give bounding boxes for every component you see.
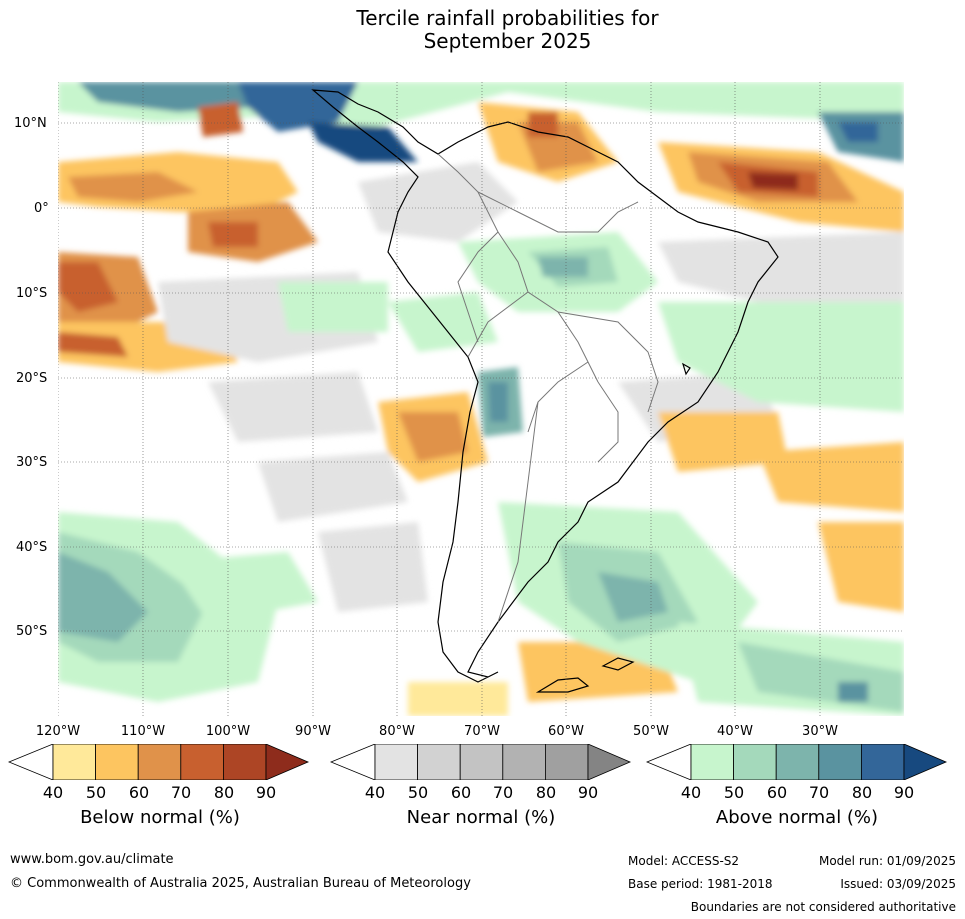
rainfall-probability-map bbox=[58, 82, 904, 716]
issued-date: Issued: 03/09/2025 bbox=[840, 877, 956, 891]
colorbar-below-normal bbox=[8, 744, 310, 780]
colorbar-bin bbox=[860, 744, 905, 780]
colorbar-min-arrow bbox=[330, 744, 376, 780]
lon-label-30w: 30°W bbox=[802, 724, 838, 739]
cbar0-tick-60: 60 bbox=[128, 783, 150, 802]
map-title-line2: September 2025 bbox=[423, 29, 592, 53]
lat-label-20s: 20°S bbox=[16, 371, 48, 386]
cbar2-tick-50: 50 bbox=[723, 783, 745, 802]
colorbar-bin bbox=[502, 744, 546, 780]
colorbar-max-arrow bbox=[587, 744, 632, 780]
colorbar-bin bbox=[180, 744, 224, 780]
cbar0-tick-90: 90 bbox=[255, 783, 277, 802]
cbar1-tick-60: 60 bbox=[450, 783, 472, 802]
colorbar-bin bbox=[95, 744, 139, 780]
lat-label-30s: 30°S bbox=[16, 455, 48, 470]
lon-label-70w: 70°W bbox=[464, 724, 500, 739]
cbar1-tick-70: 70 bbox=[492, 783, 514, 802]
model-name: Model: ACCESS-S2 bbox=[628, 854, 740, 868]
colorbar-min-arrow bbox=[646, 744, 692, 780]
colorbar-near-normal bbox=[330, 744, 632, 780]
map-title-line1: Tercile rainfall probabilities for bbox=[356, 6, 659, 30]
cbar1-tick-40: 40 bbox=[364, 783, 386, 802]
cbar0-tick-40: 40 bbox=[42, 783, 64, 802]
website-link[interactable]: www.bom.gov.au/climate bbox=[10, 852, 174, 867]
colorbar-bin bbox=[52, 744, 96, 780]
above-normal-label: Above normal (%) bbox=[715, 807, 879, 828]
colorbar-bin bbox=[818, 744, 862, 780]
base-period: Base period: 1981-2018 bbox=[628, 877, 773, 891]
colorbar-max-arrow bbox=[265, 744, 310, 780]
cbar2-tick-60: 60 bbox=[766, 783, 788, 802]
graticule bbox=[58, 82, 904, 716]
colorbar-bin bbox=[459, 744, 504, 780]
lon-label-90w: 90°W bbox=[295, 724, 331, 739]
cbar2-tick-90: 90 bbox=[893, 783, 915, 802]
colorbar-max-arrow bbox=[903, 744, 948, 780]
cbar0-tick-50: 50 bbox=[85, 783, 107, 802]
model-run-date: Model run: 01/09/2025 bbox=[818, 854, 956, 868]
lat-label-10n: 10°N bbox=[14, 116, 47, 131]
near-normal-label: Near normal (%) bbox=[406, 807, 556, 828]
lon-label-80w: 80°W bbox=[379, 724, 415, 739]
colorbar-min-arrow bbox=[8, 744, 54, 780]
cbar0-tick-80: 80 bbox=[213, 783, 235, 802]
cbar1-tick-80: 80 bbox=[535, 783, 557, 802]
lon-label-100w: 100°W bbox=[205, 724, 251, 739]
colorbar-above-normal bbox=[646, 744, 948, 780]
lon-label-40w: 40°W bbox=[717, 724, 753, 739]
colorbar-bin bbox=[417, 744, 461, 780]
lon-label-110w: 110°W bbox=[120, 724, 166, 739]
boundary-disclaimer: Boundaries are not considered authoritat… bbox=[690, 900, 956, 914]
colorbar-bin bbox=[690, 744, 734, 780]
country-borders bbox=[437, 153, 659, 623]
copyright-notice: © Commonwealth of Australia 2025, Austra… bbox=[10, 876, 471, 891]
colorbar-bin bbox=[544, 744, 589, 780]
coastline bbox=[311, 89, 779, 693]
cbar0-tick-70: 70 bbox=[170, 783, 192, 802]
probability-field bbox=[58, 82, 904, 716]
lon-label-60w: 60°W bbox=[548, 724, 584, 739]
lat-label-10s: 10°S bbox=[16, 286, 48, 301]
colorbar-bin bbox=[137, 744, 182, 780]
colorbar-bin bbox=[222, 744, 267, 780]
below-normal-label: Below normal (%) bbox=[80, 807, 240, 828]
lon-label-120w: 120°W bbox=[35, 724, 81, 739]
cbar2-tick-80: 80 bbox=[851, 783, 873, 802]
colorbar-bin bbox=[733, 744, 777, 780]
lat-label-0: 0° bbox=[34, 201, 49, 216]
cbar2-tick-70: 70 bbox=[808, 783, 830, 802]
lat-label-50s: 50°S bbox=[16, 624, 48, 639]
colorbar-bin bbox=[374, 744, 418, 780]
cbar2-tick-40: 40 bbox=[680, 783, 702, 802]
colorbar-bin bbox=[775, 744, 820, 780]
lon-label-50w: 50°W bbox=[633, 724, 669, 739]
cbar1-tick-90: 90 bbox=[577, 783, 599, 802]
lat-label-40s: 40°S bbox=[16, 540, 48, 555]
cbar1-tick-50: 50 bbox=[407, 783, 429, 802]
